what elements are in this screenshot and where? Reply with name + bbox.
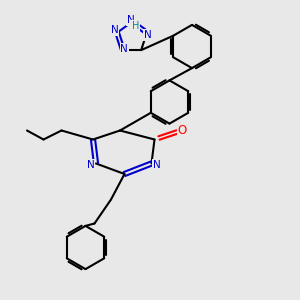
Text: H: H [132,21,139,31]
Text: N: N [121,44,128,54]
Text: N: N [144,30,151,40]
Text: N: N [153,160,161,170]
Text: N: N [127,15,134,26]
Text: O: O [178,124,187,137]
Text: N: N [87,160,94,170]
Text: N: N [111,25,118,35]
